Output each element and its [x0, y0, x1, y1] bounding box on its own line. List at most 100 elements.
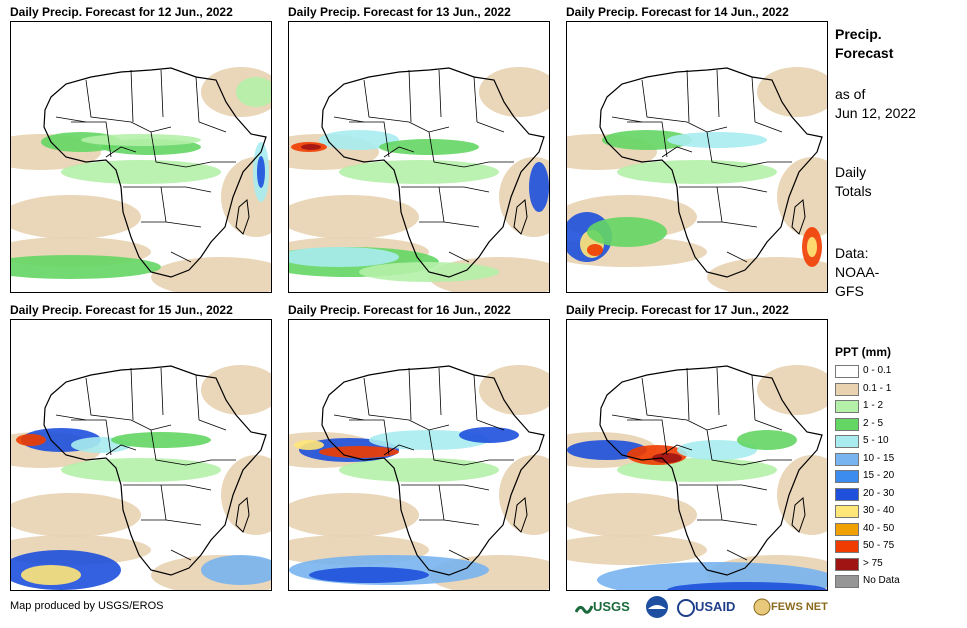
noaa-seal-icon [646, 596, 668, 618]
madagascar-outline [513, 496, 528, 533]
legend-item: 50 - 75 [835, 539, 965, 554]
country-border [55, 116, 87, 123]
country-border [641, 79, 688, 123]
precip-map [288, 21, 550, 293]
legend-swatch [835, 435, 859, 448]
country-border [463, 186, 490, 193]
africa-coastline [599, 67, 823, 278]
country-border [754, 419, 783, 431]
panel-title: Daily Precip. Forecast for 13 Jun., 2022 [288, 5, 511, 19]
precip-area [294, 440, 324, 450]
precip-area [21, 565, 81, 585]
country-border [726, 251, 748, 263]
forecast-panel-14-jun: Daily Precip. Forecast for 14 Jun., 2022 [566, 4, 828, 294]
country-border [71, 121, 112, 158]
precip-area [11, 493, 141, 537]
precip-area [289, 195, 419, 239]
precip-map [566, 21, 828, 293]
country-border [611, 116, 643, 123]
country-border [198, 419, 227, 431]
country-border [130, 367, 134, 421]
africa-coastline [43, 365, 267, 576]
precip-area [319, 446, 399, 458]
country-border [716, 484, 723, 521]
data-source-line1: Data: [835, 245, 869, 261]
country-border [476, 419, 505, 431]
legend-label: No Data [863, 575, 900, 586]
country-border [383, 444, 415, 456]
precip-area [11, 255, 161, 279]
country-border [721, 519, 758, 526]
agency-logos: USGS USAID FEWS NET [574, 594, 830, 620]
legend-swatch [835, 365, 859, 378]
precip-area [667, 582, 827, 590]
precip-area [201, 555, 271, 585]
country-border [105, 444, 137, 456]
country-border [170, 251, 192, 263]
country-border [185, 186, 212, 193]
legend-label: 20 - 30 [863, 487, 895, 499]
country-border [463, 459, 514, 466]
precip-area [319, 130, 399, 150]
country-border [428, 429, 465, 466]
precip-area [617, 160, 777, 184]
legend-swatch [835, 382, 859, 396]
country-border [195, 76, 200, 123]
country-border [408, 69, 412, 123]
legend-swatch [835, 487, 859, 501]
country-border [165, 519, 202, 526]
country-border [716, 367, 720, 416]
usaid-logo: USAID [677, 594, 747, 620]
legend-item: 40 - 50 [835, 522, 965, 537]
country-border [198, 121, 227, 133]
panel-title: Daily Precip. Forecast for 17 Jun., 2022 [566, 303, 789, 317]
precip-area [61, 160, 221, 184]
country-border [185, 459, 236, 466]
map-canvas [289, 67, 549, 292]
legend-label: > 75 [863, 557, 883, 569]
panel-title: Daily Precip. Forecast for 12 Jun., 2022 [10, 5, 233, 19]
country-border [363, 79, 410, 123]
country-border [383, 146, 415, 158]
legend-swatch [835, 540, 859, 553]
country-border [333, 414, 365, 421]
precip-area [529, 162, 549, 212]
precip-map [566, 319, 828, 591]
legend-item: > 75 [835, 557, 965, 572]
panel-title: Daily Precip. Forecast for 14 Jun., 2022 [566, 5, 789, 19]
legend-label: 50 - 75 [863, 540, 895, 551]
country-border [741, 161, 792, 168]
precip-area [289, 247, 399, 267]
precip-area [301, 144, 321, 150]
madagascar-outline [791, 198, 806, 235]
country-border [363, 377, 410, 421]
forecast-panel-13-jun: Daily Precip. Forecast for 13 Jun., 2022 [288, 4, 550, 294]
country-border [473, 76, 478, 123]
precip-area [667, 132, 767, 148]
legend-label: 0 - 0.1 [863, 365, 892, 376]
legend-item: 0 - 0.1 [835, 364, 965, 379]
legend-item: 0.1 - 1 [835, 382, 965, 397]
country-border [641, 377, 688, 421]
country-border [438, 186, 445, 223]
precip-area [602, 130, 692, 150]
legend-item: No Data [835, 574, 965, 589]
country-border [706, 429, 743, 466]
country-border [686, 419, 728, 431]
precip-area [499, 455, 549, 535]
country-border [463, 161, 514, 168]
country-border [741, 186, 768, 193]
country-border [473, 374, 478, 421]
forecast-panel-12-jun: Daily Precip. Forecast for 12 Jun., 2022 [10, 4, 272, 294]
country-border [463, 484, 490, 491]
precip-area [737, 430, 797, 450]
country-border [160, 69, 164, 118]
country-border [438, 69, 442, 118]
country-border [716, 186, 723, 223]
precip-area [479, 67, 549, 117]
data-source-line3: GFS [835, 283, 864, 299]
asof-line1: as of [835, 86, 866, 102]
country-border [349, 121, 390, 158]
precip-area [707, 257, 827, 292]
country-border [721, 221, 758, 228]
